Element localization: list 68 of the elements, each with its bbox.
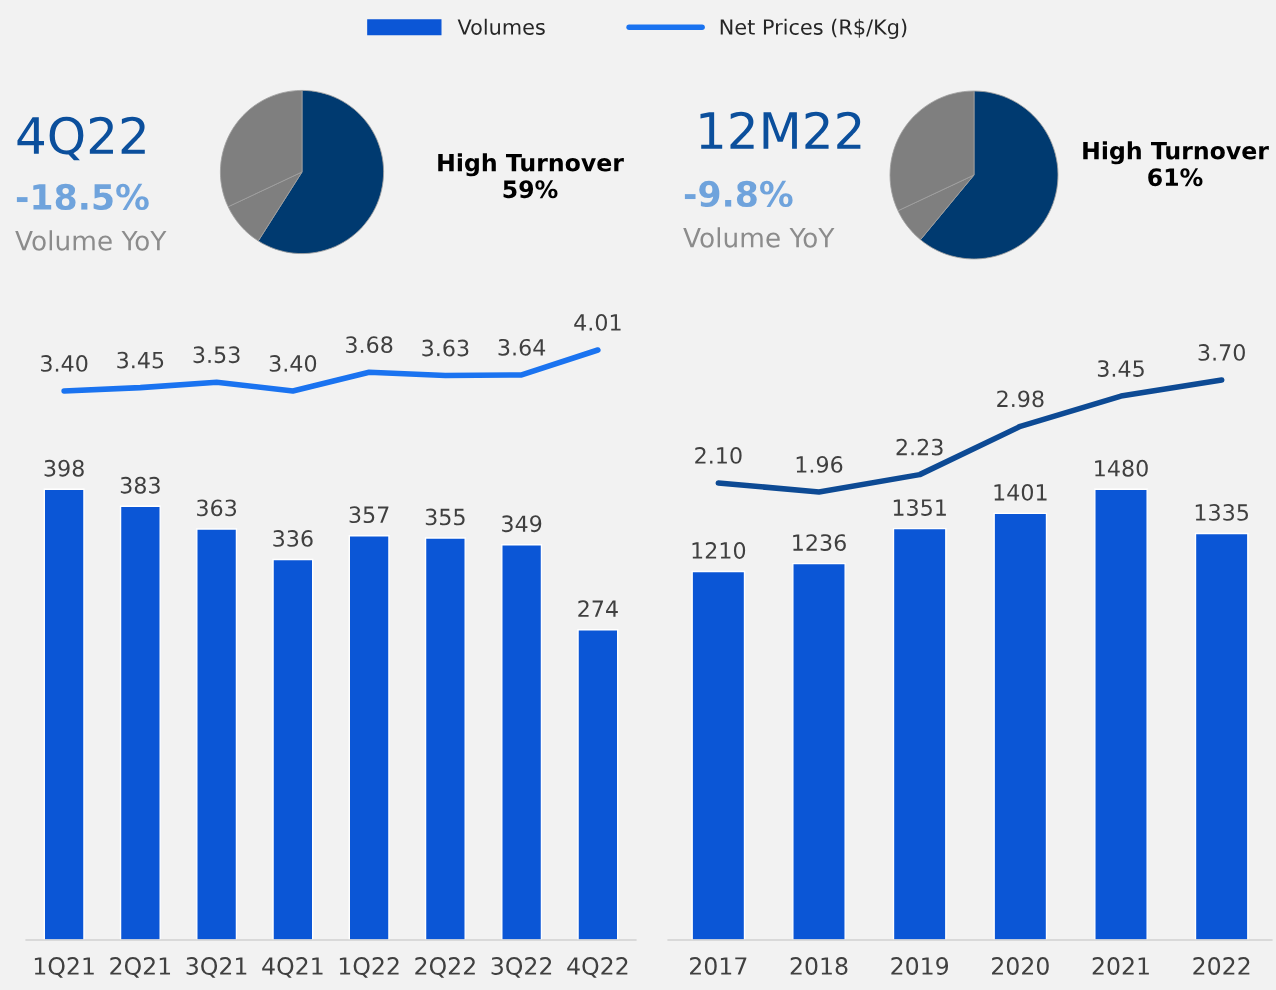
data-label: 3.63: [422, 339, 469, 357]
text: -9.8%: [684, 180, 793, 208]
x-tick-label: 2018: [790, 957, 848, 975]
slice-label: High Turnover: [1083, 141, 1269, 165]
chart-title: 12M22: [700, 111, 861, 149]
data-label: 383: [120, 476, 160, 494]
data-label: 349: [502, 515, 542, 533]
bar: [577, 629, 619, 940]
x-tick-label: 2021: [1092, 957, 1149, 975]
data-label: 2.10: [695, 447, 742, 464]
data-label: 1.96: [796, 456, 843, 473]
data-label: 3.40: [41, 355, 88, 372]
data-label: 3.68: [346, 336, 393, 354]
text: Volume YoY: [15, 230, 167, 251]
x-tick-label: 4Q22: [567, 957, 628, 978]
data-label: 3.64: [498, 338, 546, 356]
data-label: 59%: [503, 180, 558, 199]
x-tick-label: 3Q22: [491, 957, 552, 978]
legend-label: Volumes: [457, 18, 545, 35]
legend-label: Net Prices (R$/Kg): [720, 18, 907, 39]
bar: [1094, 488, 1148, 940]
slice-label: High Turnover: [438, 153, 624, 177]
data-label: 61%: [1148, 168, 1203, 187]
bar: [424, 537, 466, 940]
x-tick-label: 1Q22: [339, 957, 399, 978]
data-label: 3.45: [117, 351, 164, 369]
bar: [196, 528, 238, 940]
data-label: 336: [273, 530, 313, 547]
data-label: 357: [349, 506, 389, 524]
data-label: 3.45: [1097, 360, 1144, 377]
data-label: 2.98: [997, 390, 1044, 408]
bar: [892, 527, 947, 940]
data-label: 355: [425, 508, 465, 526]
bar: [501, 544, 543, 940]
x-tick-label: 3Q21: [186, 957, 247, 978]
data-label: 1210: [692, 542, 746, 559]
x-tick-label: 2Q22: [415, 957, 475, 978]
chart-title: 4Q22: [17, 116, 145, 161]
data-label: 2.23: [896, 438, 943, 456]
bar: [43, 488, 85, 940]
x-tick-label: 2017: [690, 957, 747, 975]
data-label: 1351: [893, 499, 946, 516]
data-label: 398: [44, 459, 84, 477]
data-label: 274: [578, 600, 618, 617]
bar: [272, 558, 314, 940]
bar: [993, 512, 1048, 940]
x-tick-label: 2Q21: [110, 957, 171, 978]
data-label: 3.40: [269, 355, 317, 372]
data-label: 3.70: [1198, 344, 1245, 361]
text: Volume YoY: [683, 227, 835, 248]
bar: [119, 505, 161, 940]
data-label: 1401: [994, 483, 1047, 501]
bar: [1194, 532, 1249, 940]
x-tick-label: 2020: [992, 957, 1049, 975]
bar: [348, 535, 390, 940]
data-label: 1335: [1195, 504, 1248, 521]
bar: [691, 570, 746, 940]
data-label: 1480: [1095, 459, 1148, 477]
x-tick-label: 1Q21: [34, 957, 94, 978]
data-label: 1236: [793, 534, 846, 551]
text: -18.5%: [16, 183, 149, 211]
x-tick-label: 2019: [891, 957, 949, 975]
data-label: 3.53: [193, 346, 240, 364]
data-label: 4.01: [574, 314, 621, 331]
x-tick-label: 4Q21: [262, 957, 323, 978]
data-label: 363: [197, 499, 237, 517]
bar: [792, 562, 846, 940]
x-tick-label: 2022: [1193, 957, 1250, 975]
